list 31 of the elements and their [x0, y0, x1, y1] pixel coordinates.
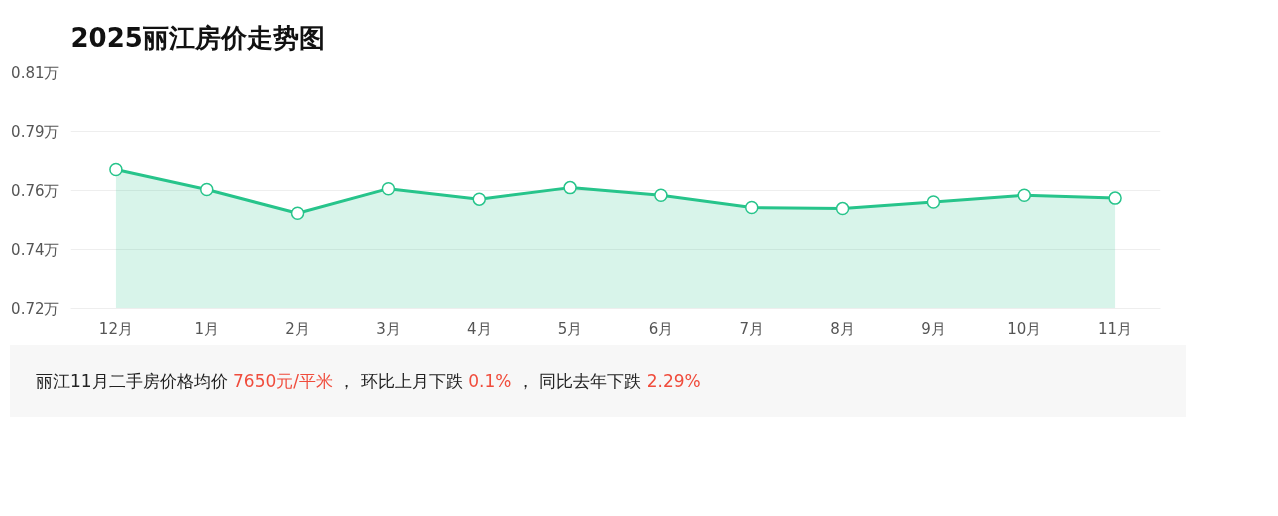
- x-tick-label: 6月: [648, 319, 674, 338]
- point: [472, 192, 486, 206]
- x-tick-label: 11月: [1098, 319, 1133, 338]
- x-tick-label: 7月: [739, 319, 765, 338]
- point: [1108, 191, 1122, 205]
- x-tick-label: 3月: [376, 319, 401, 338]
- x-tick-label: 4月: [466, 319, 492, 338]
- point: [109, 162, 123, 177]
- x-tick-label: 8月: [830, 319, 855, 338]
- point: [381, 181, 396, 196]
- x-tick-label: 9月: [921, 319, 946, 338]
- x-tick-label: 5月: [557, 319, 583, 338]
- point: [290, 206, 305, 221]
- chart-title: 2025丽江房价走势图: [70, 22, 325, 53]
- point: [200, 182, 214, 197]
- x-tick-label: 12月: [98, 319, 133, 338]
- text: 丽江11月二手房价格均价 7650元/平米 ， 环比上月下跌 0.1% ， 同比去年下跌 2.29%: [36, 370, 701, 393]
- point: [1017, 188, 1031, 202]
- point: [563, 180, 577, 195]
- point: [926, 195, 941, 209]
- x-tick-label: 1月: [194, 319, 220, 338]
- y-tick-label: 0.74万: [11, 240, 60, 259]
- x-tick-label: 10月: [1007, 319, 1042, 338]
- point: [654, 188, 668, 202]
- y-tick-label: 0.72万: [11, 299, 60, 318]
- y-tick-label: 0.79万: [11, 122, 60, 141]
- point: [745, 200, 759, 215]
- y-tick-label: 0.81万: [11, 63, 60, 82]
- y-tick-label: 0.76万: [11, 181, 60, 200]
- x-tick-label: 2月: [285, 319, 310, 338]
- point: [835, 201, 850, 216]
